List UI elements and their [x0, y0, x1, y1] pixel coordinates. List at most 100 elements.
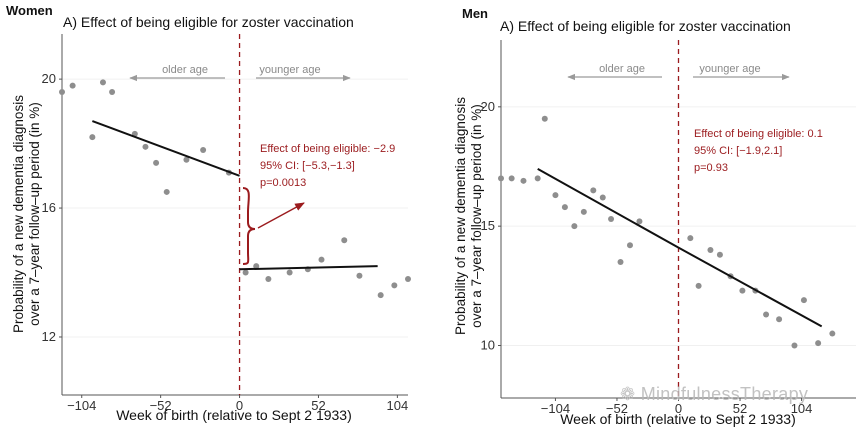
data-point	[829, 330, 836, 337]
x-tick-label: −104	[67, 398, 96, 413]
data-point	[253, 263, 260, 270]
data-point	[183, 156, 190, 163]
gridlines	[62, 78, 408, 338]
data-point	[163, 188, 170, 195]
data-point	[341, 237, 348, 244]
x-tick-label: −52	[150, 398, 172, 413]
data-point	[800, 297, 807, 304]
data-point	[776, 316, 783, 323]
annotation-effect: Effect of being eligible: −2.9	[260, 143, 395, 155]
chart-panel-women: Women A) Effect of being eligible for zo…	[6, 3, 411, 423]
data-point	[356, 272, 363, 279]
y-axis-label-line-1: Probability of a new dementia diagnosis	[11, 95, 26, 333]
x-tick-label: 52	[733, 401, 747, 416]
fit-lines	[537, 168, 823, 328]
data-point	[636, 218, 643, 225]
panel-label: Men	[462, 6, 488, 21]
data-point	[391, 282, 398, 289]
x-axis-ticks: −104 −52 0 52 104	[67, 395, 408, 413]
data-point	[707, 247, 714, 254]
chart-title: A) Effect of being eligible for zoster v…	[500, 18, 791, 34]
chart-panel-men: Men A) Effect of being eligible for zost…	[453, 6, 856, 427]
y-axis-label: Probability of a new dementia diagnosis …	[11, 95, 42, 333]
data-point	[541, 115, 548, 122]
data-point	[89, 134, 96, 141]
effect-arrow	[257, 202, 305, 229]
data-point	[59, 89, 65, 96]
y-axis-ticks: 10 15 20	[481, 99, 501, 352]
y-tick-label: 16	[42, 200, 56, 215]
x-axis-ticks: −104 −52 0 52 104	[541, 398, 813, 416]
data-point	[608, 216, 615, 222]
x-axis-label: Week of birth (relative to Sept 2 1933)	[116, 407, 352, 423]
data-point	[109, 89, 116, 96]
data-point	[286, 269, 293, 276]
data-points	[59, 79, 411, 299]
y-axis-label: Probability of a new dementia diagnosis …	[453, 97, 484, 335]
annotation-effect: Effect of being eligible: 0.1	[694, 128, 823, 140]
data-point	[242, 269, 249, 276]
data-point	[590, 187, 597, 194]
x-tick-label: 104	[791, 401, 813, 416]
chart-title: A) Effect of being eligible for zoster v…	[63, 14, 354, 30]
data-point	[498, 175, 504, 182]
data-point	[552, 192, 559, 199]
watermark-icon: ❁	[620, 384, 636, 404]
data-point	[617, 258, 624, 265]
watermark-text: MindfulnessTherapy	[640, 384, 809, 404]
data-point	[695, 282, 702, 289]
younger-age-label: younger age	[699, 63, 760, 75]
x-tick-label: −52	[606, 401, 628, 416]
annotation-p: p=0.0013	[260, 177, 306, 189]
data-point	[599, 194, 606, 201]
x-tick-label: 0	[675, 401, 682, 416]
x-tick-label: −104	[541, 401, 570, 416]
panel-label: Women	[6, 3, 53, 18]
data-point	[265, 275, 272, 282]
y-tick-label: 20	[42, 71, 56, 86]
y-tick-label: 15	[481, 218, 495, 233]
data-point	[200, 147, 207, 154]
data-point	[405, 275, 411, 282]
x-axis-label: Week of birth (relative to Sept 2 1933)	[560, 411, 796, 427]
effect-brace	[242, 187, 256, 265]
data-point	[815, 340, 822, 347]
data-point	[687, 235, 694, 242]
x-tick-label: 52	[311, 398, 325, 413]
data-point	[571, 223, 578, 230]
data-point	[791, 342, 798, 349]
data-point	[377, 292, 384, 299]
data-point	[716, 251, 723, 258]
younger-age-label: younger age	[259, 64, 320, 76]
annotation-ci: 95% CI: [−1.9,2.1]	[694, 145, 782, 157]
x-tick-label: 104	[387, 398, 409, 413]
fit-line	[92, 120, 240, 177]
data-point	[520, 177, 527, 184]
effect-annotation: Effect of being eligible: 0.1 95% CI: [−…	[694, 128, 823, 174]
effect-annotation: Effect of being eligible: −2.9 95% CI: […	[260, 143, 395, 189]
data-point	[153, 159, 160, 166]
y-tick-label: 20	[481, 99, 495, 114]
annotation-ci: 95% CI: [−5.3,−1.3]	[260, 160, 355, 172]
y-axis-label-line-1: Probability of a new dementia diagnosis	[453, 97, 468, 335]
data-points	[498, 115, 836, 349]
fit-lines	[92, 120, 378, 271]
data-point	[580, 208, 587, 215]
fit-line	[678, 246, 823, 328]
older-age-label: older age	[599, 63, 645, 75]
annotation-p: p=0.93	[694, 162, 728, 174]
data-point	[626, 242, 633, 249]
watermark: ❁ MindfulnessTherapy	[620, 384, 808, 405]
data-point	[142, 143, 149, 150]
x-tick-label: 0	[236, 398, 243, 413]
data-point	[739, 287, 746, 294]
data-point	[763, 311, 770, 318]
y-axis-label-line-2: over a 7–year follow–up period (in %)	[27, 102, 42, 326]
data-point	[69, 82, 76, 89]
fit-line	[537, 168, 679, 249]
y-tick-label: 10	[481, 337, 495, 352]
data-point	[318, 256, 325, 263]
older-age-label: older age	[162, 64, 208, 76]
data-point	[508, 175, 515, 182]
